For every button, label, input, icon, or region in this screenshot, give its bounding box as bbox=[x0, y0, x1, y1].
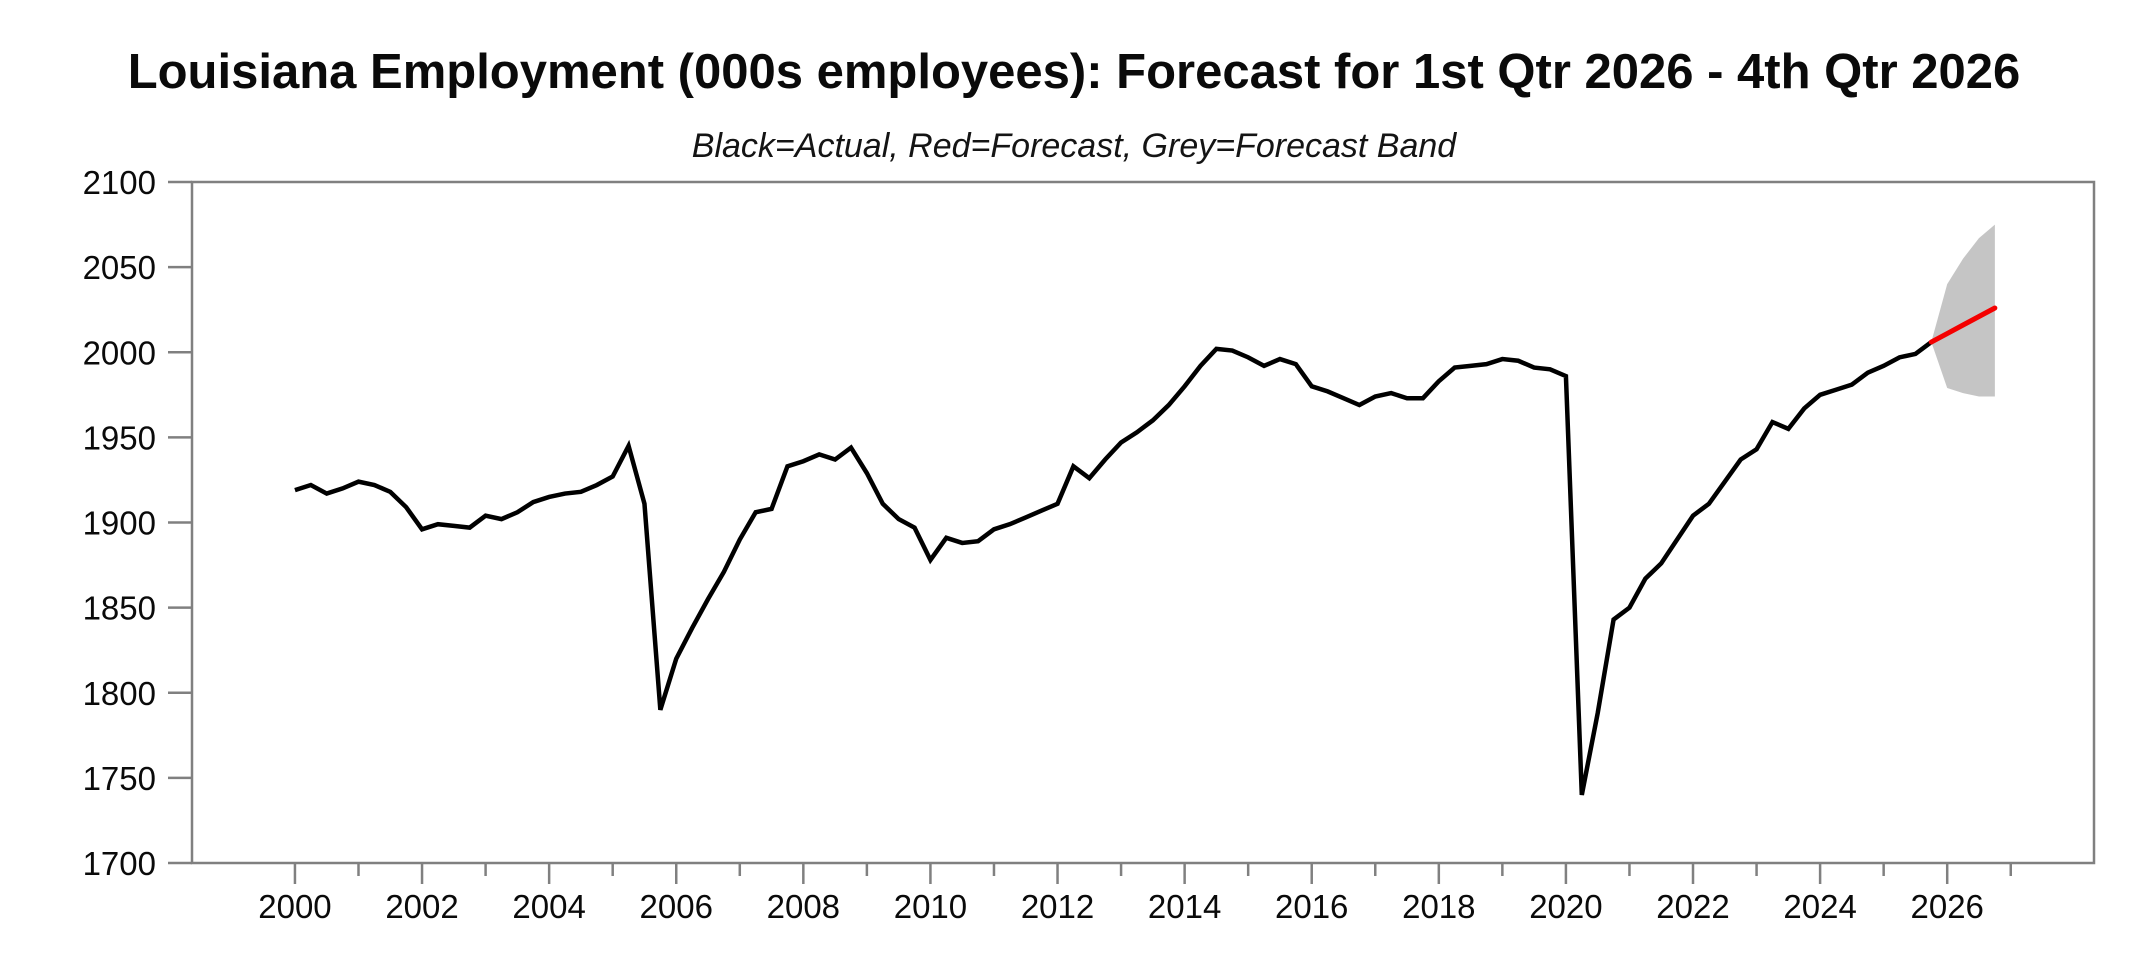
y-axis-tick-label: 1950 bbox=[83, 419, 156, 456]
y-axis-tick-label: 1800 bbox=[83, 675, 156, 712]
x-axis-tick-label: 2006 bbox=[640, 888, 713, 925]
y-axis-tick-label: 1750 bbox=[83, 760, 156, 797]
actual-line bbox=[294, 340, 1933, 796]
x-axis-tick-label: 2000 bbox=[258, 888, 331, 925]
forecast-line bbox=[1928, 305, 1998, 345]
y-axis-tick-label: 1850 bbox=[83, 590, 156, 627]
x-axis-tick-label: 2024 bbox=[1783, 888, 1856, 925]
chart-subtitle: Black=Actual, Red=Forecast, Grey=Forecas… bbox=[692, 127, 1458, 165]
x-axis-tick-label: 2022 bbox=[1656, 888, 1729, 925]
x-axis-tick-label: 2008 bbox=[767, 888, 840, 925]
x-axis-tick-label: 2018 bbox=[1402, 888, 1475, 925]
x-axis-tick-label: 2012 bbox=[1021, 888, 1094, 925]
x-axis-tick-label: 2026 bbox=[1910, 888, 1983, 925]
y-axis-tick-label: 2000 bbox=[83, 334, 156, 371]
plot-area: 1700 1750 1800 1850 1900 1950 2000 2050 2100 2000… bbox=[83, 164, 2096, 925]
y-axis-tick-label: 1900 bbox=[83, 505, 156, 542]
y-axis-tick-label: 2100 bbox=[83, 164, 156, 201]
x-axis-tick-label: 2016 bbox=[1275, 888, 1348, 925]
x-axis-tick-label: 2002 bbox=[385, 888, 458, 925]
y-axis-tick-label: 1700 bbox=[83, 845, 156, 882]
y-axis-tick-label: 2050 bbox=[83, 249, 156, 286]
x-axis-tick-label: 2020 bbox=[1529, 888, 1602, 925]
x-axis-tick-label: 2014 bbox=[1148, 888, 1221, 925]
chart-title: Louisiana Employment (000s employees): F… bbox=[128, 45, 2021, 99]
forecast-band bbox=[1931, 224, 1995, 397]
x-axis-tick-label: 2010 bbox=[894, 888, 967, 925]
x-axis-tick-label: 2004 bbox=[512, 888, 585, 925]
